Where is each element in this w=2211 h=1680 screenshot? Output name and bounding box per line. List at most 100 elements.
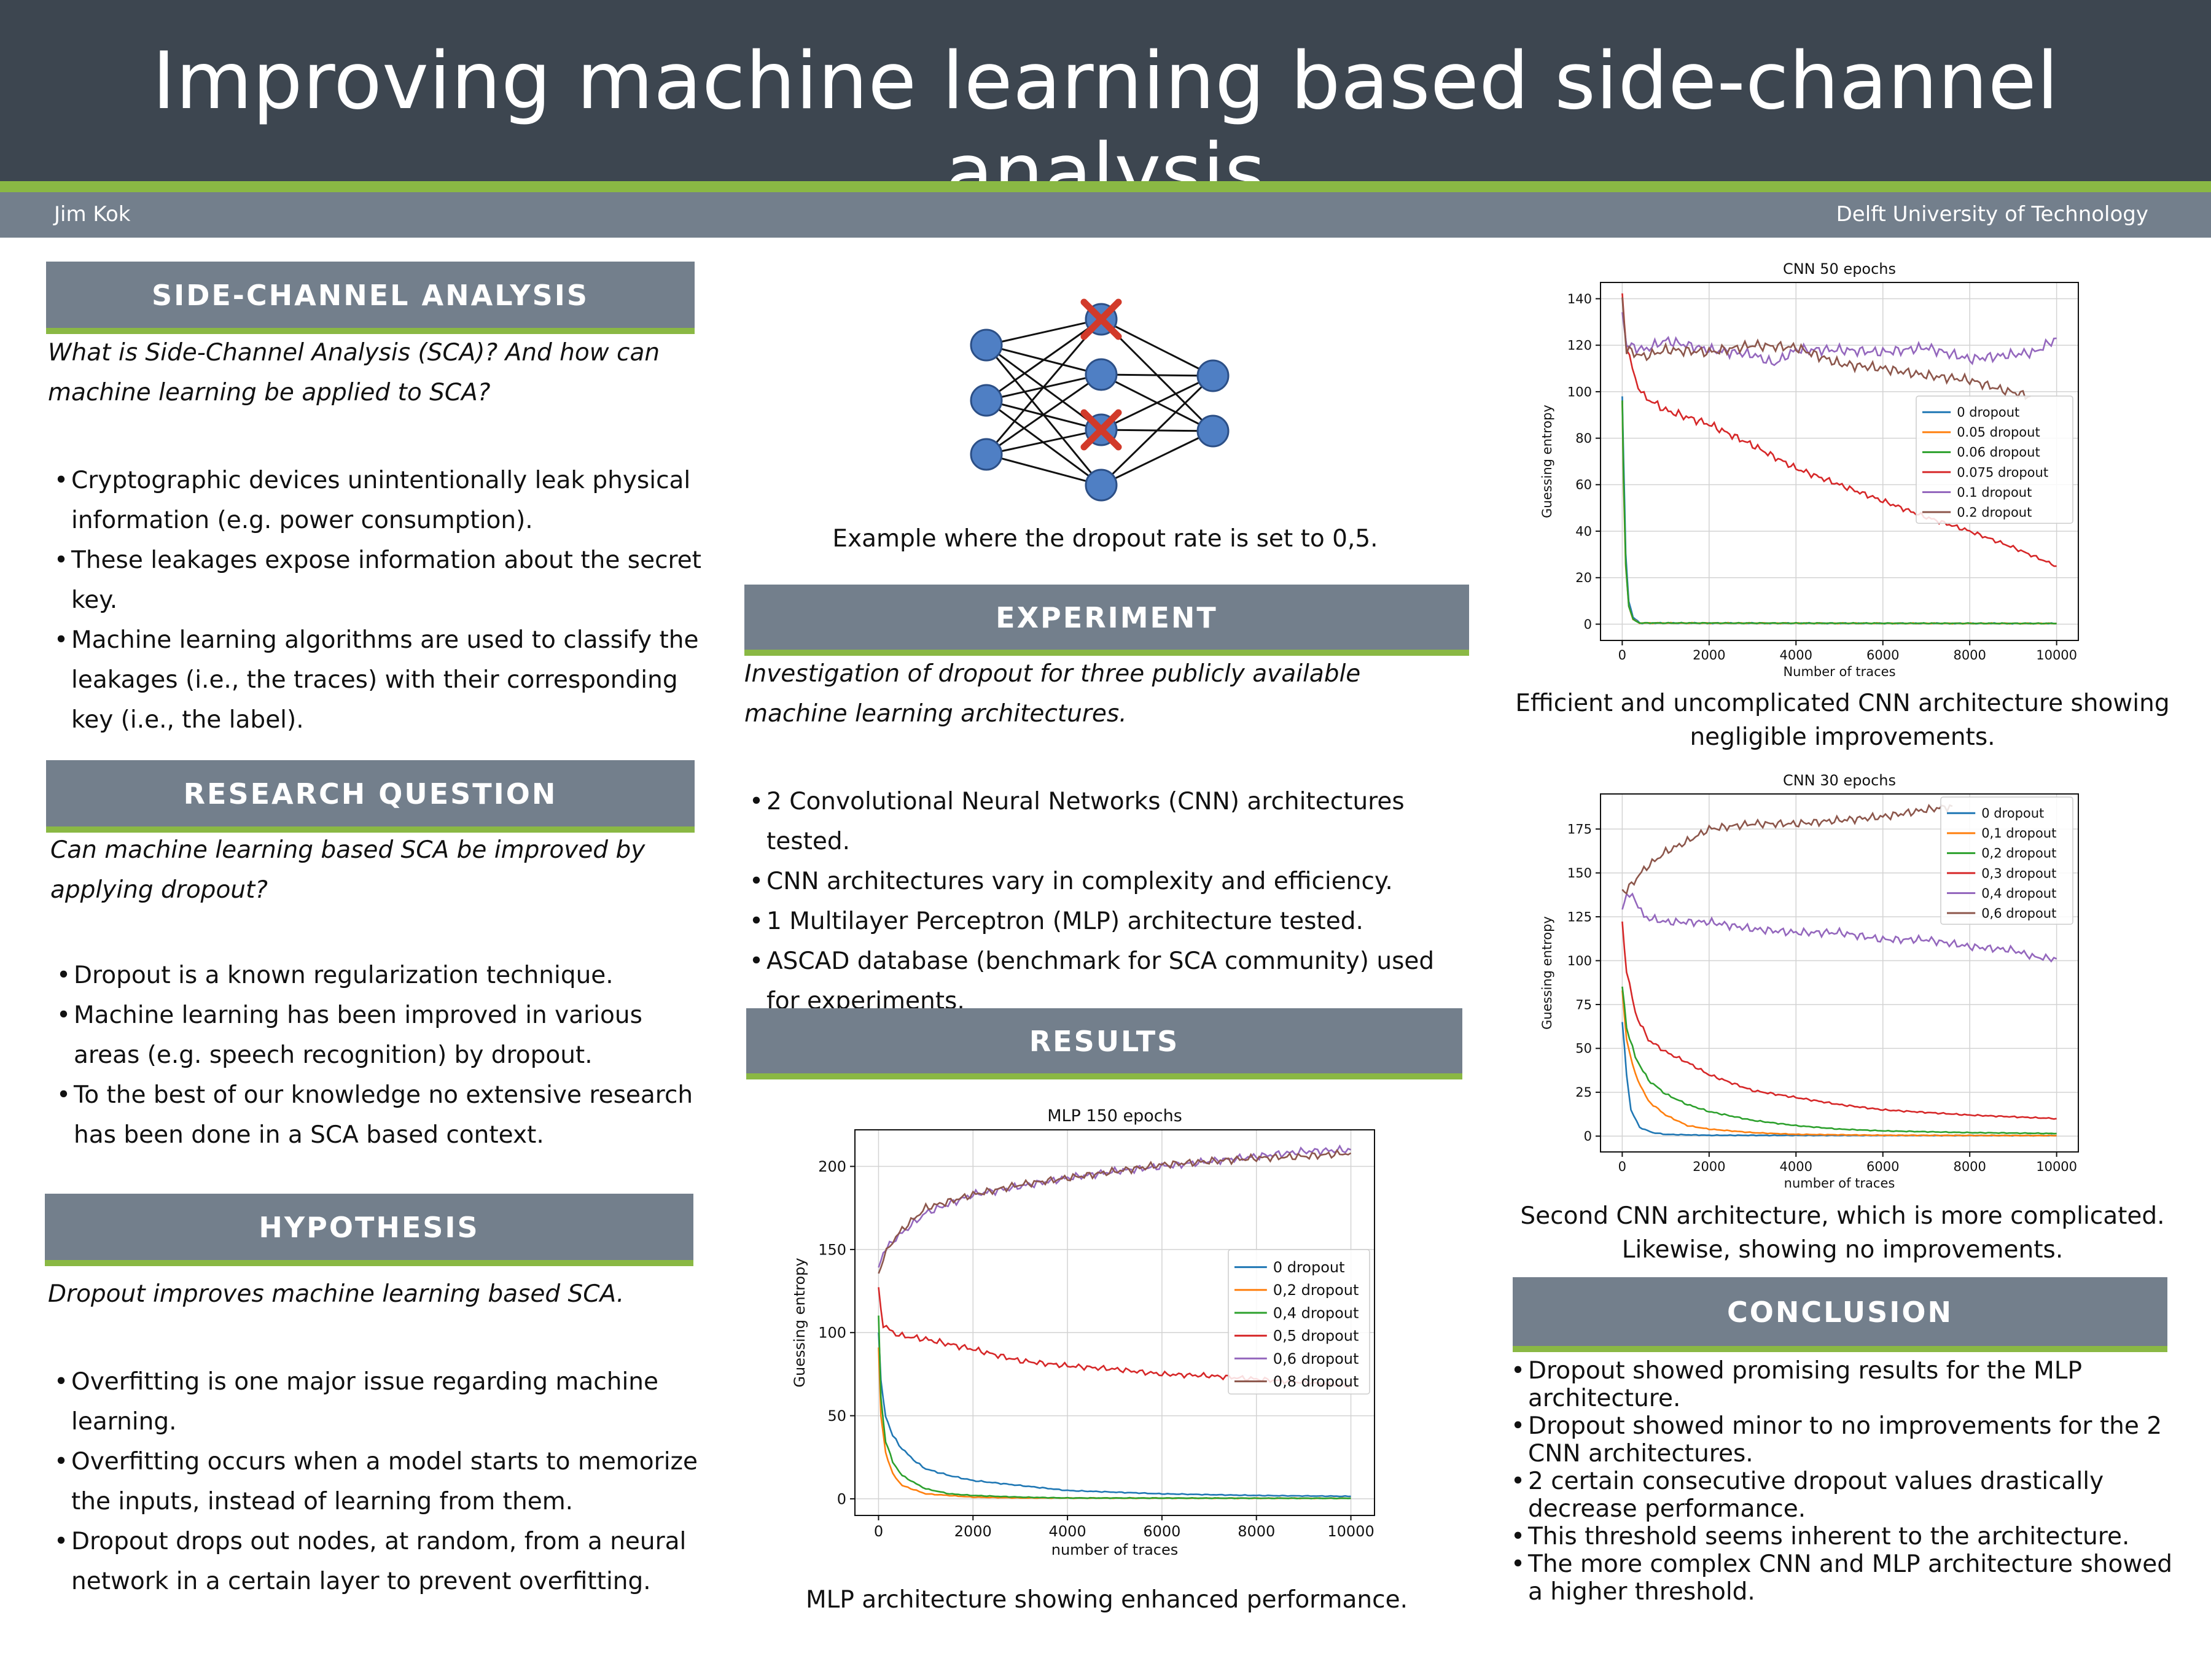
y-tick-label: 50 [1575,1041,1592,1056]
y-tick-label: 140 [1567,292,1592,306]
x-axis-label: number of traces [1051,1541,1179,1558]
y-tick-label: 80 [1575,431,1592,446]
cnn30-chart: CNN 30 epochs 0 2000 4000 6000 8000 10000 0 25 50… [1540,772,2079,1191]
chart-title: CNN 50 epochs [1783,260,1896,278]
x-axis-label: Number of traces [1783,664,1895,679]
legend-entry: 0,3 dropout [1981,866,2056,881]
legend-entry: 0,5 dropout [1273,1328,1359,1345]
y-tick-label: 100 [1567,954,1592,968]
section-heading-sca: SIDE-CHANNEL ANALYSIS [46,262,695,334]
neural-network-diagram [970,298,1230,502]
mlp-chart: MLP 150 epochs 0 2000 4000 6000 8000 10000 0 50 1… [791,1106,1375,1558]
series-line [1621,312,2057,367]
legend-entry: 0,4 dropout [1981,886,2056,901]
plot-frame [1600,282,2079,641]
experiment-bullet: ASCAD database (benchmark for SCA commun… [743,941,1474,1021]
rq-bullet: Machine learning has been improved in va… [50,995,714,1075]
affiliation: Delft University of Technology [1836,202,2148,227]
y-tick-label: 60 [1575,478,1592,492]
legend-entry: 0,8 dropout [1273,1373,1359,1390]
output-node [1196,414,1230,448]
legend-entry: 0,1 dropout [1981,826,2056,841]
series-line [1621,804,1953,895]
x-axis-label: number of traces [1784,1176,1895,1191]
y-tick-label: 100 [1567,384,1592,399]
input-node [970,384,1003,417]
conclusion-bullet: 2 certain consecutive dropout values dra… [1505,1468,2186,1523]
legend-entry: 0,2 dropout [1273,1281,1359,1299]
sca-bullets: Cryptographic devices unintentionally le… [48,461,711,740]
legend-box [1916,395,2073,524]
x-tick-label: 8000 [1238,1523,1275,1540]
section-heading-experiment: EXPERIMENT [744,585,1469,656]
legend-entry: 0,2 dropout [1981,846,2056,861]
experiment-statement: Investigation of dropout for three publi… [744,660,1361,728]
series-line [1621,892,2057,963]
rq-bullet: To the best of our knowledge no extensiv… [50,1075,714,1155]
y-tick-label: 125 [1567,909,1592,924]
x-tick-label: 0 [1618,1159,1626,1174]
legend-entry: 0.1 dropout [1957,485,2032,500]
y-tick-label: 100 [818,1324,846,1342]
series-line [878,1315,1351,1499]
output-node [1196,359,1230,392]
legend-entry: 0,6 dropout [1981,906,2056,920]
legend-entry: 0 dropout [1273,1259,1345,1276]
x-tick-label: 10000 [2036,648,2077,663]
poster-title: Improving machine learning based side-ch… [152,36,2059,219]
series-line [1621,986,2057,1135]
section-heading-results: RESULTS [746,1008,1462,1079]
legend-entry: 0,4 dropout [1273,1304,1359,1321]
hypothesis-bullet: Dropout drops out nodes, at random, from… [48,1522,711,1601]
y-tick-label: 0 [1584,1129,1592,1144]
mlp-caption: MLP architecture showing enhanced perfor… [806,1586,1408,1614]
y-tick-label: 75 [1575,997,1592,1012]
hidden-node [1085,358,1118,391]
x-tick-label: 10000 [1327,1523,1374,1540]
x-tick-label: 2000 [1693,648,1725,663]
nn-caption: Example where the dropout rate is set to… [832,525,1378,553]
series-line [1621,990,2057,1137]
section-heading-research-question: RESEARCH QUESTION [46,760,695,833]
y-axis-label: Guessing entropy [1540,405,1554,518]
legend-entry: 0.2 dropout [1957,505,2032,519]
y-tick-label: 40 [1575,524,1592,539]
legend-entry: 0 dropout [1981,806,2044,821]
dropped-node-x-icon [1080,409,1122,451]
dropped-node-x-icon [1080,298,1122,340]
chart-title: MLP 150 epochs [1047,1106,1182,1126]
conclusion-bullet: Dropout showed minor to no improvements … [1505,1412,2186,1468]
sca-bullet: Cryptographic devices unintentionally le… [48,461,711,540]
y-tick-label: 150 [1567,866,1592,881]
x-tick-label: 4000 [1780,648,1812,663]
legend-entry: 0.06 dropout [1957,445,2040,460]
x-tick-label: 2000 [954,1523,992,1540]
conclusion-bullet: This threshold seems inherent to the arc… [1505,1523,2186,1550]
series-line [1621,297,2031,400]
y-tick-label: 25 [1575,1085,1592,1100]
cnn30-caption: Second CNN architecture, which is more c… [1520,1202,2165,1264]
plot-frame [1600,793,2079,1153]
cnn50-caption: Efficient and uncomplicated CNN architec… [1515,690,2170,751]
y-tick-label: 150 [818,1241,846,1258]
experiment-bullet: 1 Multilayer Perceptron (MLP) architectu… [743,901,1474,941]
legend-entry: 0,6 dropout [1273,1350,1359,1367]
plot-frame [854,1129,1375,1516]
conclusion-bullets: Dropout showed promising results for the… [1505,1357,2186,1606]
rq-bullet: Dropout is a known regularization techni… [50,955,714,995]
legend-entry: 0.05 dropout [1957,425,2040,440]
x-tick-label: 0 [874,1523,883,1540]
series-line [1621,921,2057,1120]
series-line [1621,293,2057,567]
conclusion-bullet: Dropout showed promising results for the… [1505,1357,2186,1412]
input-node [970,329,1003,362]
y-tick-label: 200 [818,1158,846,1175]
cnn50-chart: CNN 50 epochs 0 2000 4000 6000 8000 10000 0 20 40… [1540,260,2079,679]
rq-question: Can machine learning based SCA be improv… [50,836,645,904]
y-tick-label: 0 [837,1490,846,1507]
section-heading-hypothesis: HYPOTHESIS [45,1194,693,1266]
experiment-bullets: 2 Convolutional Neural Networks (CNN) ar… [743,782,1474,1021]
x-tick-label: 8000 [1953,1159,1986,1174]
series-line [1621,1022,2057,1137]
series-line [1621,400,2057,625]
